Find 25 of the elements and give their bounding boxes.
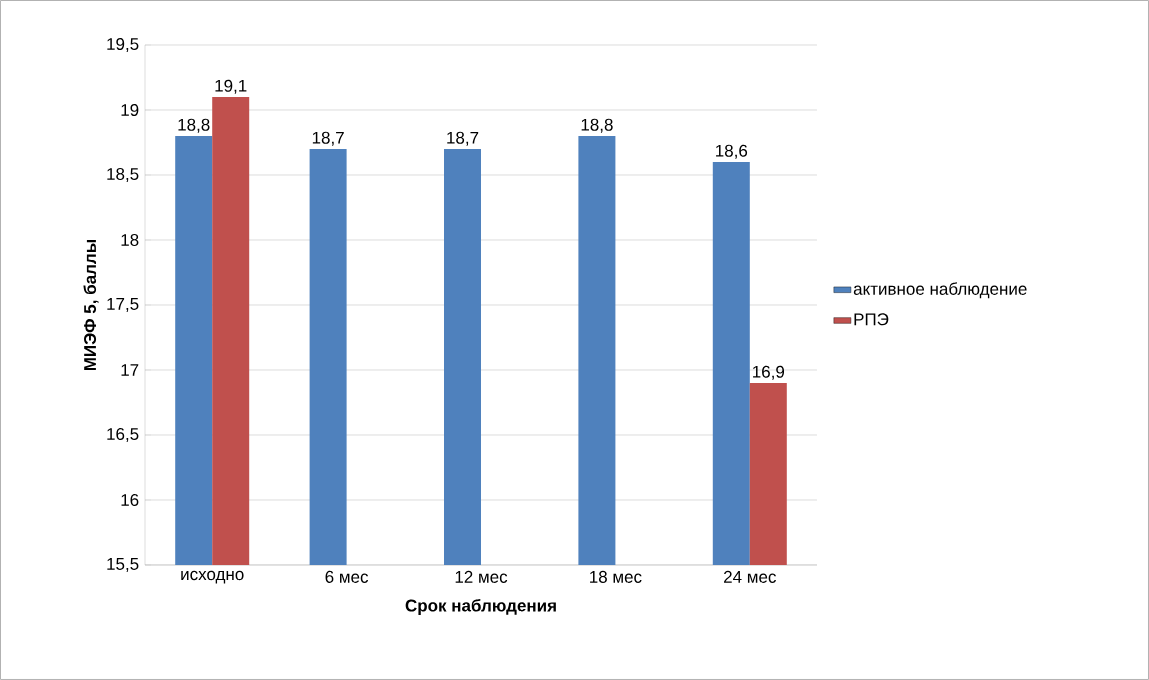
y-tick-label: 15,5 — [107, 558, 139, 572]
y-tick-label: 18,5 — [107, 167, 139, 183]
data-label: 16,9 — [753, 365, 785, 380]
data-label: 18,7 — [312, 131, 344, 146]
data-label: 19,1 — [215, 79, 247, 94]
x-tick-label: исходно — [181, 570, 244, 584]
x-tick-label: 24 мес — [724, 570, 776, 583]
legend-label: активное наблюдение — [853, 282, 1027, 299]
data-label: 18,8 — [581, 118, 613, 133]
x-tick-label: 6 мес — [325, 570, 369, 583]
data-label: 18,6 — [716, 144, 748, 159]
y-tick-label: 19,5 — [107, 37, 139, 53]
legend-label: РПЭ — [854, 313, 889, 326]
y-tick-label: 16 — [121, 493, 139, 507]
y-tick-label: 16,5 — [107, 427, 139, 443]
y-axis-title: МИЭФ 5, баллы — [83, 239, 99, 371]
y-tick-label: 19 — [121, 103, 139, 117]
y-tick-label: 17,5 — [107, 298, 139, 312]
x-tick-label: 18 мес — [590, 570, 642, 583]
x-tick-label: 12 мес — [455, 570, 508, 583]
data-label: 18,8 — [178, 118, 210, 133]
x-axis-title: Срок наблюдения — [405, 598, 556, 615]
y-tick-label: 17 — [121, 364, 139, 376]
y-tick-label: 18 — [121, 233, 139, 247]
data-label: 18,7 — [447, 131, 479, 146]
